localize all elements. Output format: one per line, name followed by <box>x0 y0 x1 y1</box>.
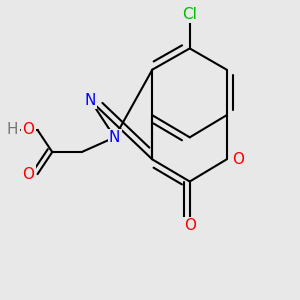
Text: H: H <box>7 122 18 137</box>
Text: N: N <box>109 130 120 145</box>
Text: O: O <box>22 167 34 182</box>
Text: O: O <box>22 122 34 137</box>
Text: Cl: Cl <box>182 7 197 22</box>
Text: O: O <box>184 218 196 233</box>
Text: O: O <box>232 152 244 167</box>
Text: N: N <box>85 93 96 108</box>
